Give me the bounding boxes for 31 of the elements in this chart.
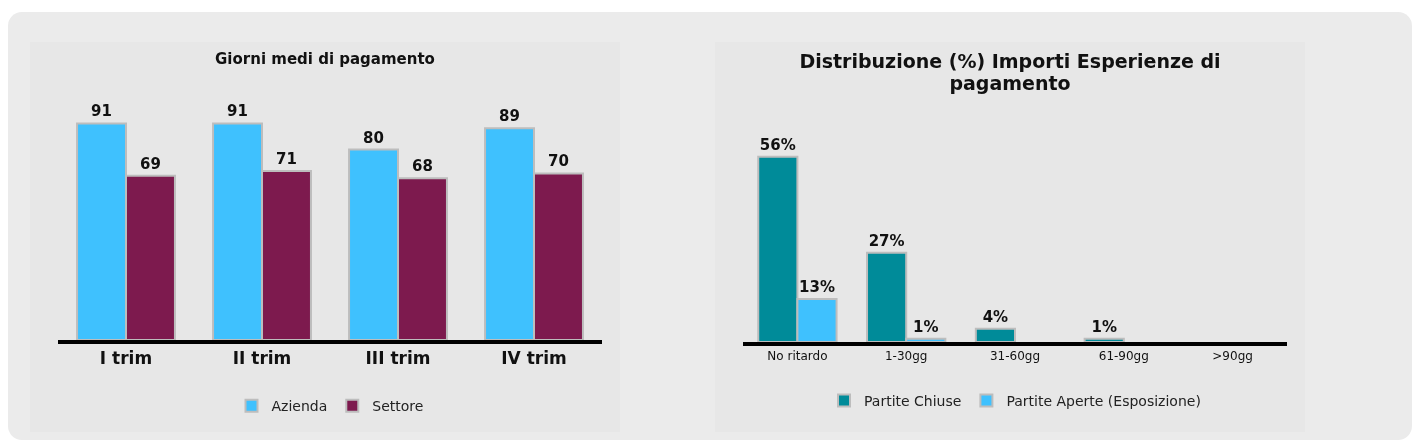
bar [974,327,1016,342]
x-tick-label: No ritardo [767,349,828,364]
data-label: 1% [913,317,939,336]
data-label: 56% [759,135,796,154]
data-label: 69 [140,154,161,173]
x-tick-label: 1-30gg [884,349,928,364]
legend-label: Azienda [271,398,328,415]
data-label: 91 [91,102,112,121]
legend-label: Settore [372,398,424,415]
x-tick-label: IV trim [501,348,567,369]
x-tick-label: >90gg [1212,349,1253,364]
x-tick-label: 61-90gg [1098,349,1149,364]
legend-label: Partite Aperte (Esposizione) [1006,392,1201,409]
chart-title: Distribuzione (%) Importi Esperienze di pagamento [798,50,1222,94]
x-tick-label: III trim [365,348,431,369]
chart-title: Giorni medi di pagamento [214,50,436,68]
bar [1083,337,1125,342]
x-tick-label: II trim [232,348,292,369]
data-label: 89 [499,107,520,126]
x-tick-label: I trim [99,348,153,369]
data-label: 68 [412,157,433,176]
data-label: 71 [276,150,297,168]
data-label: 80 [363,128,384,147]
data-label: 70 [548,152,569,171]
x-tick-label: 31-60gg [989,349,1041,364]
legend-label: Partite Chiuse [864,392,962,409]
data-label: 27% [868,231,905,250]
data-label: 1% [1091,317,1117,336]
data-label: 91 [227,102,248,121]
data-label: 4% [982,307,1009,326]
data-label: 13% [799,278,835,296]
